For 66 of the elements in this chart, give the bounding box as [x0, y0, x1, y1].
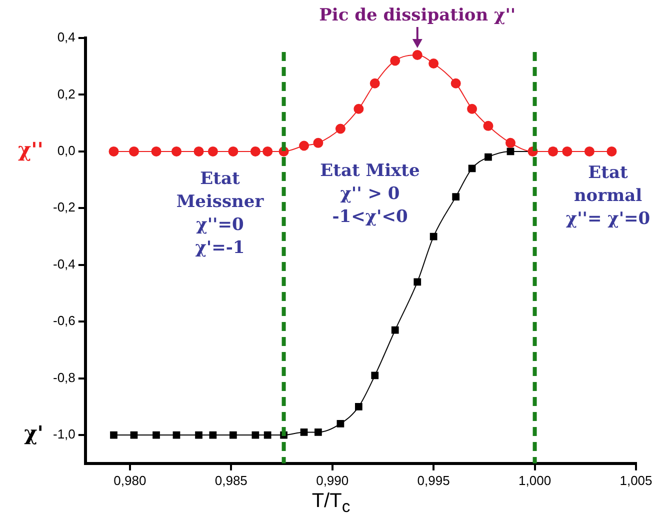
- y-tick-label: 0,0: [57, 143, 76, 158]
- y-tick-label: -0,8: [52, 370, 76, 385]
- point: [195, 431, 202, 439]
- x-axis-title: T/T$_{c}$: [310, 490, 352, 517]
- x-tick-label: 0,990: [316, 472, 349, 488]
- y-tick-label: -1,0: [52, 426, 76, 442]
- point: [264, 431, 272, 439]
- point: [314, 428, 322, 436]
- point: [152, 431, 160, 439]
- point: [300, 428, 308, 436]
- point: [262, 146, 273, 156]
- point: [110, 431, 118, 439]
- point: [390, 56, 400, 66]
- point: [468, 164, 476, 172]
- point: [354, 403, 362, 410]
- y-tick-label: -0,2: [52, 200, 76, 215]
- point: [208, 146, 218, 156]
- point: [228, 146, 238, 156]
- point: [452, 193, 460, 200]
- point: [171, 146, 182, 156]
- point: [108, 146, 119, 156]
- point: [336, 420, 344, 428]
- point: [467, 104, 478, 114]
- x-tick-label: 1,000: [518, 472, 552, 488]
- point: [151, 146, 162, 156]
- x-tick-label: 1,005: [620, 472, 652, 488]
- text: χ'': [18, 138, 44, 162]
- point: [335, 124, 346, 134]
- point: [128, 146, 139, 156]
- point: [229, 431, 237, 439]
- point: [209, 431, 217, 439]
- annotation: Etat Mixte χ'' > 0 -1<χ'<0: [319, 160, 421, 229]
- y-tick-label: 0,2: [57, 86, 76, 102]
- annotation: Etat Meissner χ''=0 χ'=-1: [175, 168, 265, 260]
- point: [354, 104, 364, 114]
- point: [194, 146, 204, 156]
- point: [370, 78, 380, 88]
- point: [584, 146, 594, 156]
- point: [172, 431, 180, 439]
- point: [414, 278, 422, 286]
- point: [450, 78, 461, 88]
- y-tick-label: -0,4: [52, 256, 76, 272]
- point: [506, 148, 514, 156]
- x-tick-label: 0,985: [214, 472, 248, 488]
- point: [252, 431, 260, 439]
- point: [483, 120, 494, 131]
- annotation: Etat normal χ''= χ'=0: [564, 162, 652, 231]
- point: [391, 326, 399, 334]
- y-tick-label: 0,4: [57, 30, 76, 45]
- point: [371, 372, 379, 380]
- annotation: Pic de dissipation χ'': [319, 5, 516, 26]
- point: [606, 146, 617, 156]
- point: [412, 50, 422, 60]
- point: [562, 146, 572, 156]
- point: [428, 58, 439, 69]
- x-tick-label: 0,980: [114, 472, 146, 488]
- point: [130, 431, 138, 439]
- y-tick-label: -0,6: [52, 313, 76, 328]
- text: χ': [24, 421, 44, 446]
- point: [505, 138, 516, 148]
- point: [299, 140, 310, 151]
- x-tick-label: 0,995: [417, 472, 450, 488]
- point: [313, 138, 324, 148]
- point: [250, 146, 260, 156]
- point: [484, 153, 492, 161]
- point: [430, 232, 438, 240]
